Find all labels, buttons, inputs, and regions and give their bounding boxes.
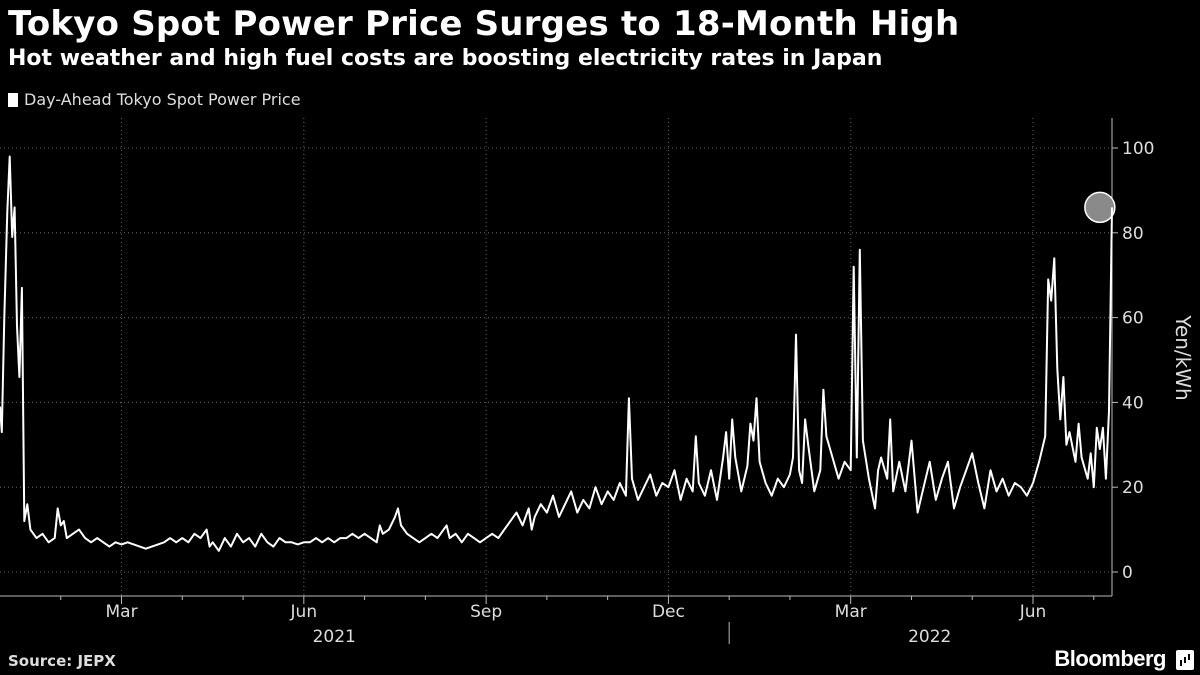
y-axis-title: Yen/kWh [1171, 314, 1195, 400]
y-tick-label-40: 40 [1122, 393, 1144, 413]
y-tick-label-100: 100 [1122, 139, 1154, 159]
bloomberg-chart-icon [1176, 650, 1194, 670]
series-line-0 [0, 155, 1113, 552]
y-tick-label-0: 0 [1122, 563, 1133, 583]
x-tick-label-jun: Jun [1019, 602, 1047, 622]
y-tick-label-60: 60 [1122, 309, 1144, 329]
x-tick-label-sep: Sep [470, 602, 502, 622]
y-tick-label-20: 20 [1122, 478, 1144, 498]
x-tick-label-jun: Jun [290, 602, 318, 622]
legend-label: Day-Ahead Tokyo Spot Power Price [24, 90, 301, 109]
year-label-2022: 2022 [908, 627, 951, 647]
chart-subtitle: Hot weather and high fuel costs are boos… [8, 46, 883, 71]
legend-swatch [8, 92, 18, 107]
bloomberg-logo: Bloomberg [1054, 646, 1166, 671]
x-tick-label-dec: Dec [652, 602, 685, 622]
source-note: Source: JEPX [8, 652, 116, 670]
x-tick-label-mar: Mar [105, 602, 137, 622]
x-tick-label-mar: Mar [835, 602, 867, 622]
y-tick-label-80: 80 [1122, 224, 1144, 244]
year-label-2021: 2021 [313, 627, 356, 647]
latest-value-marker [1084, 191, 1116, 224]
chart-legend: Day-Ahead Tokyo Spot Power Price [8, 90, 301, 109]
chart-title: Tokyo Spot Power Price Surges to 18-Mont… [8, 4, 960, 44]
